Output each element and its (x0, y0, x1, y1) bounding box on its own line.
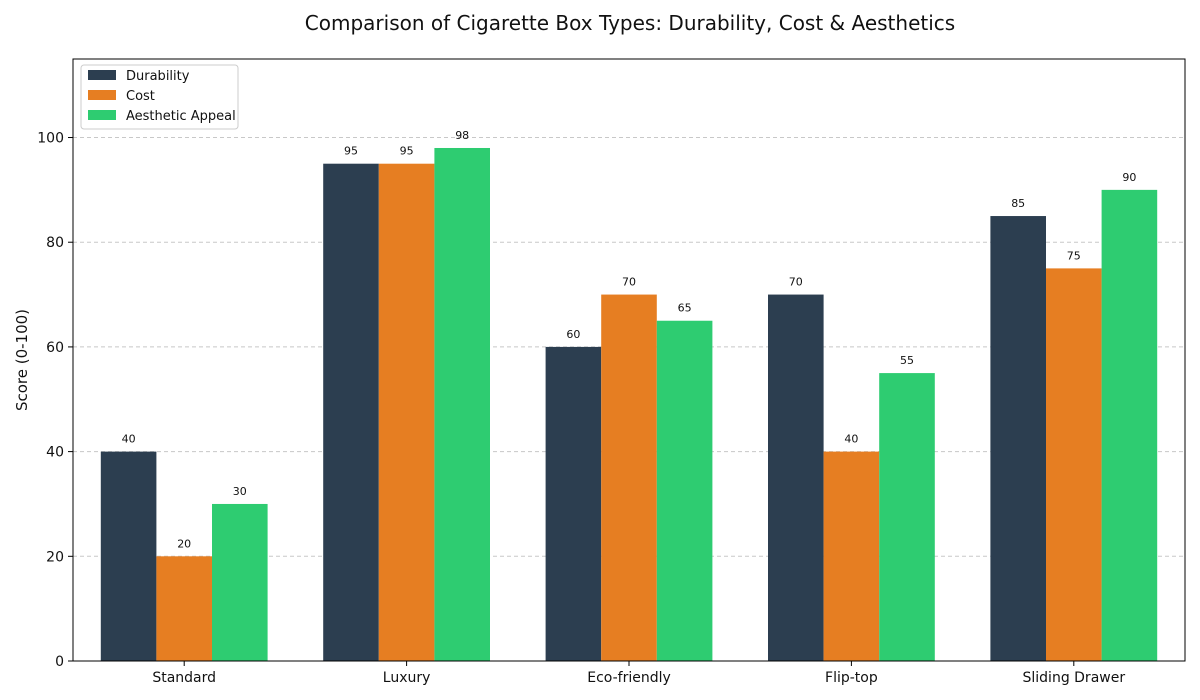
y-tick-label: 0 (55, 654, 64, 670)
data-label: 20 (177, 537, 191, 550)
bar-durability[interactable] (990, 216, 1046, 662)
x-tick-label: Flip-top (825, 670, 878, 686)
legend-box (80, 64, 239, 130)
chart-title: Comparison of Cigarette Box Types: Durab… (305, 11, 955, 35)
x-tick-label: Standard (152, 670, 216, 686)
legend-label-aesthetic-appeal: Aesthetic Appeal (126, 109, 236, 124)
data-label: 98 (455, 129, 469, 142)
legend[interactable]: Durability Cost Aesthetic Appeal (80, 64, 239, 130)
data-label: 85 (1011, 197, 1025, 210)
y-tick-label: 60 (46, 340, 64, 356)
bar-durability[interactable] (323, 163, 379, 661)
x-tick-label: Luxury (383, 670, 431, 686)
data-label: 30 (233, 485, 247, 498)
bar-durability[interactable] (100, 451, 157, 661)
data-label: 75 (1067, 249, 1081, 262)
data-label: 55 (900, 354, 914, 367)
bar-cost[interactable] (601, 294, 657, 661)
x-axis-ticks: Standard Luxury Eco-friendly Flip-top Slidin… (152, 661, 1125, 686)
y-tick-label: 40 (46, 445, 64, 461)
data-label: 65 (678, 302, 692, 315)
y-tick-label: 100 (37, 131, 64, 147)
legend-swatch-cost (88, 90, 116, 100)
bar-cost[interactable] (378, 163, 435, 661)
data-label: 90 (1122, 171, 1136, 184)
legend-swatch-durability (88, 70, 116, 80)
bar-aesthetic-appeal[interactable] (656, 320, 713, 661)
data-label: 70 (789, 276, 803, 289)
data-label: 95 (344, 145, 358, 158)
data-labels-layer: 40 20 30 95 95 98 60 70 65 70 40 55 85 75 90 (122, 129, 1137, 550)
bar-aesthetic-appeal[interactable] (879, 373, 935, 661)
bars-layer (100, 147, 1158, 662)
bar-cost[interactable] (1046, 268, 1102, 661)
x-tick-label: Sliding Drawer (1023, 670, 1126, 686)
data-label: 95 (400, 145, 414, 158)
bar-durability[interactable] (545, 346, 602, 661)
bar-cost[interactable] (823, 451, 880, 661)
bar-cost[interactable] (156, 556, 212, 661)
y-axis-label: Score (0-100) (13, 309, 31, 411)
data-label: 40 (122, 433, 136, 446)
data-label: 40 (844, 433, 858, 446)
y-tick-label: 80 (46, 235, 64, 251)
bar-aesthetic-appeal[interactable] (434, 147, 490, 661)
bar-durability[interactable] (768, 294, 824, 661)
legend-label-durability: Durability (126, 69, 190, 84)
data-label: 60 (566, 328, 580, 341)
bar-aesthetic-appeal[interactable] (212, 503, 268, 661)
x-tick-label: Eco-friendly (587, 670, 671, 686)
bar-aesthetic-appeal[interactable] (1101, 189, 1158, 661)
legend-label-cost: Cost (126, 89, 155, 104)
y-axis-ticks: 0 20 40 60 80 100 (37, 131, 73, 670)
y-tick-label: 20 (46, 549, 64, 565)
data-label: 70 (622, 276, 636, 289)
legend-swatch-aesthetic-appeal (88, 110, 116, 120)
